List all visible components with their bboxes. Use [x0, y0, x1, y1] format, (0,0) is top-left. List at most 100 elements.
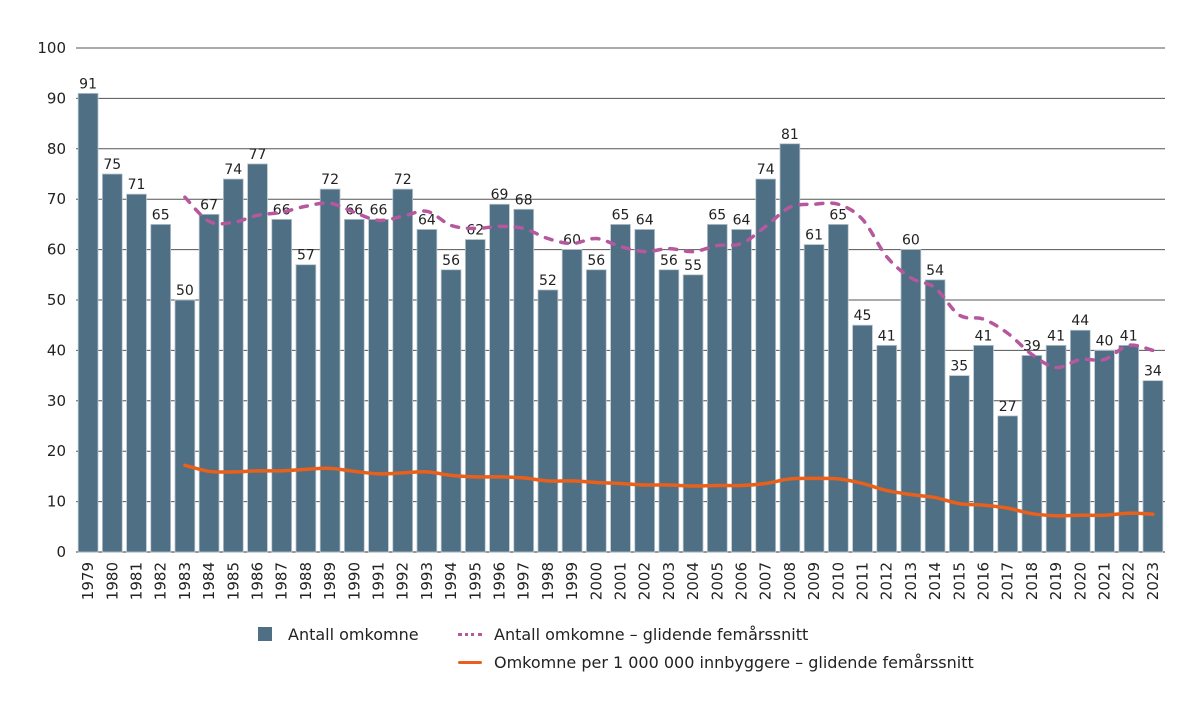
y-tick-label: 80: [47, 140, 66, 158]
bar-value-label: 66: [345, 202, 363, 218]
x-tick-label: 2003: [660, 562, 678, 600]
x-tick-label: 2001: [612, 562, 630, 600]
legend: Antall omkomne Antall omkomne – glidende…: [258, 620, 974, 676]
legend-item-dashed: Antall omkomne – glidende femårssnitt: [458, 625, 808, 644]
bar: [561, 249, 583, 553]
bar: [852, 324, 873, 553]
legend-swatch-line: [458, 660, 482, 664]
bar: [876, 344, 898, 553]
bar: [924, 279, 946, 553]
moving-average-count-line: [183, 195, 1155, 370]
y-tick-label: 60: [47, 241, 66, 259]
bar-value-label: 81: [781, 127, 799, 143]
x-tick-label: 1985: [224, 562, 242, 600]
legend-swatch-bar: [258, 627, 272, 641]
x-tick-label: 1979: [79, 562, 97, 600]
bar-value-label: 65: [708, 207, 726, 223]
bar-value-label: 56: [587, 253, 605, 269]
x-tick-label: 2000: [587, 562, 605, 600]
bar: [1118, 344, 1140, 553]
bar: [174, 299, 196, 553]
bar: [658, 269, 680, 553]
bar: [779, 143, 801, 553]
bar-value-label: 27: [999, 399, 1017, 415]
x-tick-label: 1989: [321, 562, 339, 600]
bar: [682, 274, 704, 553]
bar-value-label: 55: [684, 258, 702, 274]
x-tick-label: 2016: [975, 562, 993, 600]
bar: [948, 375, 970, 553]
bar-value-label: 52: [539, 273, 557, 289]
bar: [997, 415, 1019, 553]
x-tick-label: 1995: [466, 562, 484, 600]
bar: [416, 229, 438, 553]
bar: [343, 218, 365, 553]
bar: [706, 223, 728, 553]
bar-value-label: 75: [103, 157, 121, 173]
bar-value-label: 60: [563, 233, 581, 249]
bar-value-label: 67: [200, 197, 218, 213]
bar-value-label: 40: [1096, 333, 1114, 349]
bar: [464, 239, 486, 553]
bar: [585, 269, 607, 553]
legend-item-bars: Antall omkomne: [258, 625, 458, 644]
x-tick-label: 1988: [297, 562, 315, 600]
x-tick-label: 1996: [491, 562, 509, 600]
bar-value-label: 91: [79, 76, 97, 92]
bar-value-label: 56: [660, 253, 678, 269]
bar-value-label: 60: [902, 233, 920, 249]
bar-value-label: 41: [1120, 328, 1138, 344]
y-tick-label: 70: [47, 190, 66, 208]
bar: [77, 92, 99, 553]
bar: [803, 244, 825, 553]
bar-value-label: 34: [1144, 364, 1162, 380]
bar: [973, 344, 994, 553]
x-tick-label: 2017: [999, 562, 1017, 600]
x-tick-label: 2009: [805, 562, 823, 600]
bar: [537, 289, 559, 553]
legend-label: Antall omkomne: [288, 624, 419, 644]
bar-value-label: 44: [1071, 313, 1089, 329]
x-tick-label: 2013: [902, 562, 920, 600]
x-tick-label: 2021: [1096, 562, 1114, 600]
x-tick-label: 1980: [103, 562, 121, 600]
x-tick-label: 2022: [1120, 562, 1138, 600]
bar-value-label: 57: [297, 248, 315, 264]
bar: [1142, 380, 1164, 553]
x-tick-label: 2015: [950, 562, 968, 600]
x-tick-label: 2004: [684, 562, 702, 600]
x-tick-label: 1987: [273, 562, 291, 600]
bar: [1021, 355, 1043, 553]
bar-value-label: 35: [950, 359, 968, 375]
bar-value-label: 54: [926, 263, 944, 279]
bar: [1094, 349, 1115, 553]
bar: [222, 178, 244, 553]
bar: [198, 213, 220, 553]
bar-value-label: 64: [733, 212, 751, 228]
x-tick-label: 1986: [249, 562, 267, 600]
x-tick-label: 1981: [128, 562, 146, 600]
bar-value-label: 41: [975, 328, 993, 344]
bar: [368, 218, 389, 553]
bar: [755, 178, 777, 553]
bar: [440, 269, 462, 553]
bar-value-label: 56: [442, 253, 460, 269]
bar-value-label: 61: [805, 228, 823, 244]
bar-value-label: 45: [854, 308, 872, 324]
x-tick-label: 1997: [515, 562, 533, 600]
bar: [1069, 329, 1091, 553]
x-tick-label: 1982: [152, 562, 170, 600]
legend-label: Antall omkomne – glidende femårssnitt: [494, 624, 809, 644]
x-tick-label: 1991: [370, 562, 388, 600]
bar-value-label: 39: [1023, 338, 1041, 354]
y-axis-ticks: 0 10 20 30 40 50 60 70 80 90 100: [37, 39, 66, 561]
x-tick-label: 2020: [1071, 562, 1089, 600]
x-tick-label: 2019: [1047, 562, 1065, 600]
bar: [489, 203, 510, 553]
x-axis-ticks: 1979 1980 1981 1982 1983 1984 1985 1986 1987 1988…: [79, 562, 1162, 600]
bar: [731, 229, 752, 553]
x-tick-label: 1984: [200, 562, 218, 600]
x-tick-label: 2014: [926, 562, 944, 600]
y-tick-label: 10: [47, 493, 66, 511]
